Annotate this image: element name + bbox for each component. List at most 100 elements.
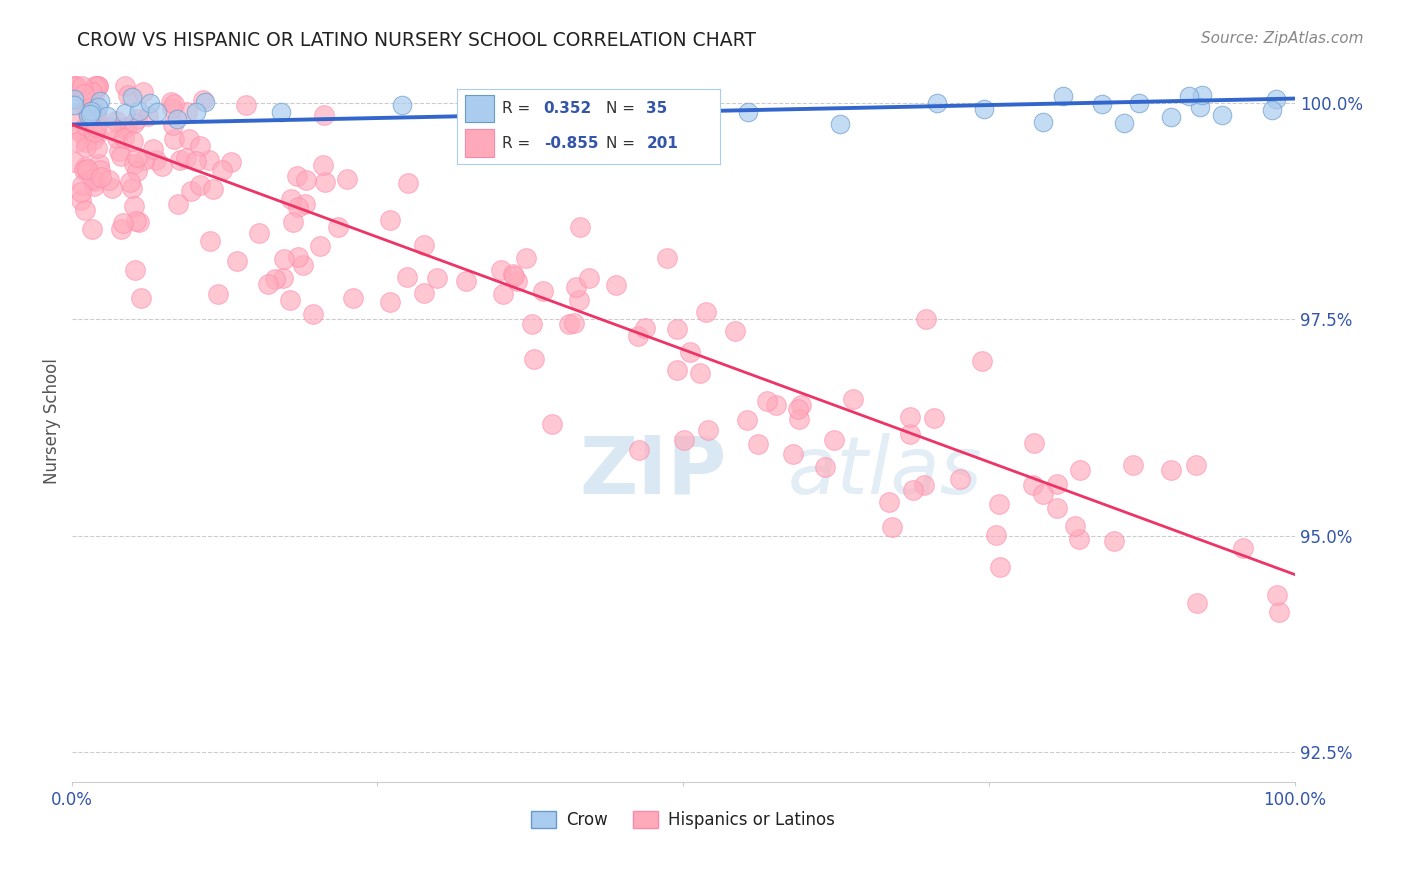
Point bbox=[65, 135, 87, 149]
Point bbox=[782, 446, 804, 460]
Point bbox=[314, 108, 336, 122]
Point bbox=[986, 527, 1008, 541]
Point bbox=[62, 78, 84, 93]
Point bbox=[69, 124, 91, 138]
Point bbox=[84, 107, 107, 121]
Point bbox=[627, 442, 650, 457]
Point bbox=[76, 161, 98, 176]
Point bbox=[395, 270, 418, 285]
Point bbox=[724, 324, 747, 338]
Point bbox=[1185, 596, 1208, 610]
Point bbox=[326, 219, 349, 234]
Point bbox=[79, 107, 101, 121]
Point bbox=[1032, 487, 1054, 501]
Point bbox=[287, 251, 309, 265]
Point bbox=[162, 118, 184, 132]
Point bbox=[63, 92, 86, 106]
Point bbox=[412, 285, 434, 300]
Point bbox=[336, 171, 359, 186]
Point bbox=[70, 185, 93, 199]
Point bbox=[689, 366, 711, 380]
Point bbox=[65, 78, 87, 93]
Point bbox=[184, 153, 207, 168]
Point bbox=[75, 119, 97, 133]
Point bbox=[1232, 541, 1254, 556]
Legend: Crow, Hispanics or Latinos: Crow, Hispanics or Latinos bbox=[524, 804, 842, 836]
Point bbox=[120, 174, 142, 188]
Point bbox=[89, 162, 111, 177]
Point bbox=[150, 159, 173, 173]
Text: atlas: atlas bbox=[787, 433, 981, 510]
Point bbox=[125, 150, 148, 164]
Point bbox=[198, 234, 221, 248]
Point bbox=[132, 85, 155, 99]
Point bbox=[1069, 463, 1091, 477]
Point bbox=[108, 144, 131, 158]
Point bbox=[121, 180, 143, 194]
Point bbox=[903, 483, 925, 498]
Point bbox=[75, 140, 97, 154]
Point bbox=[207, 286, 229, 301]
Point bbox=[506, 275, 529, 289]
Point bbox=[112, 121, 135, 136]
Point bbox=[1261, 103, 1284, 118]
Point bbox=[87, 157, 110, 171]
Point bbox=[100, 121, 122, 136]
Point bbox=[285, 169, 308, 184]
Point bbox=[146, 105, 169, 120]
Point bbox=[201, 182, 224, 196]
Point bbox=[679, 345, 702, 359]
Point bbox=[270, 104, 292, 119]
Point bbox=[1122, 458, 1144, 472]
Point bbox=[578, 271, 600, 285]
Point bbox=[492, 287, 515, 301]
Point bbox=[1211, 108, 1233, 122]
Point bbox=[665, 322, 688, 336]
Point bbox=[509, 102, 531, 116]
Point bbox=[823, 433, 845, 447]
Point bbox=[124, 156, 146, 170]
Point bbox=[515, 251, 537, 265]
Point bbox=[1046, 477, 1069, 491]
Point bbox=[80, 85, 103, 99]
Point bbox=[314, 175, 336, 189]
Point bbox=[188, 178, 211, 192]
Point bbox=[1032, 114, 1054, 128]
Point bbox=[80, 171, 103, 186]
Point bbox=[110, 149, 132, 163]
Point bbox=[735, 413, 758, 427]
Point bbox=[672, 434, 695, 448]
Point bbox=[755, 394, 778, 409]
Point bbox=[789, 398, 811, 412]
Point bbox=[842, 392, 865, 406]
Point bbox=[188, 138, 211, 153]
Point bbox=[76, 108, 98, 122]
Point bbox=[128, 215, 150, 229]
Point bbox=[280, 192, 302, 206]
Point bbox=[531, 285, 554, 299]
Point bbox=[114, 106, 136, 120]
Point bbox=[787, 402, 810, 417]
Point bbox=[121, 134, 143, 148]
Point bbox=[1188, 99, 1211, 113]
Point bbox=[247, 226, 270, 240]
Point bbox=[131, 291, 153, 305]
Point bbox=[1067, 532, 1090, 546]
Point bbox=[225, 253, 247, 268]
Point bbox=[814, 460, 837, 475]
Point bbox=[491, 263, 513, 277]
Point bbox=[87, 78, 110, 93]
Point bbox=[70, 178, 93, 193]
Point bbox=[737, 105, 759, 120]
Point bbox=[75, 163, 97, 178]
Point bbox=[122, 116, 145, 130]
Point bbox=[80, 103, 103, 118]
Point bbox=[1052, 88, 1074, 103]
Point bbox=[75, 161, 97, 175]
Point bbox=[117, 87, 139, 102]
Point bbox=[695, 304, 717, 318]
Point bbox=[271, 271, 294, 285]
Point bbox=[62, 154, 84, 169]
Point bbox=[124, 262, 146, 277]
Point bbox=[949, 472, 972, 486]
